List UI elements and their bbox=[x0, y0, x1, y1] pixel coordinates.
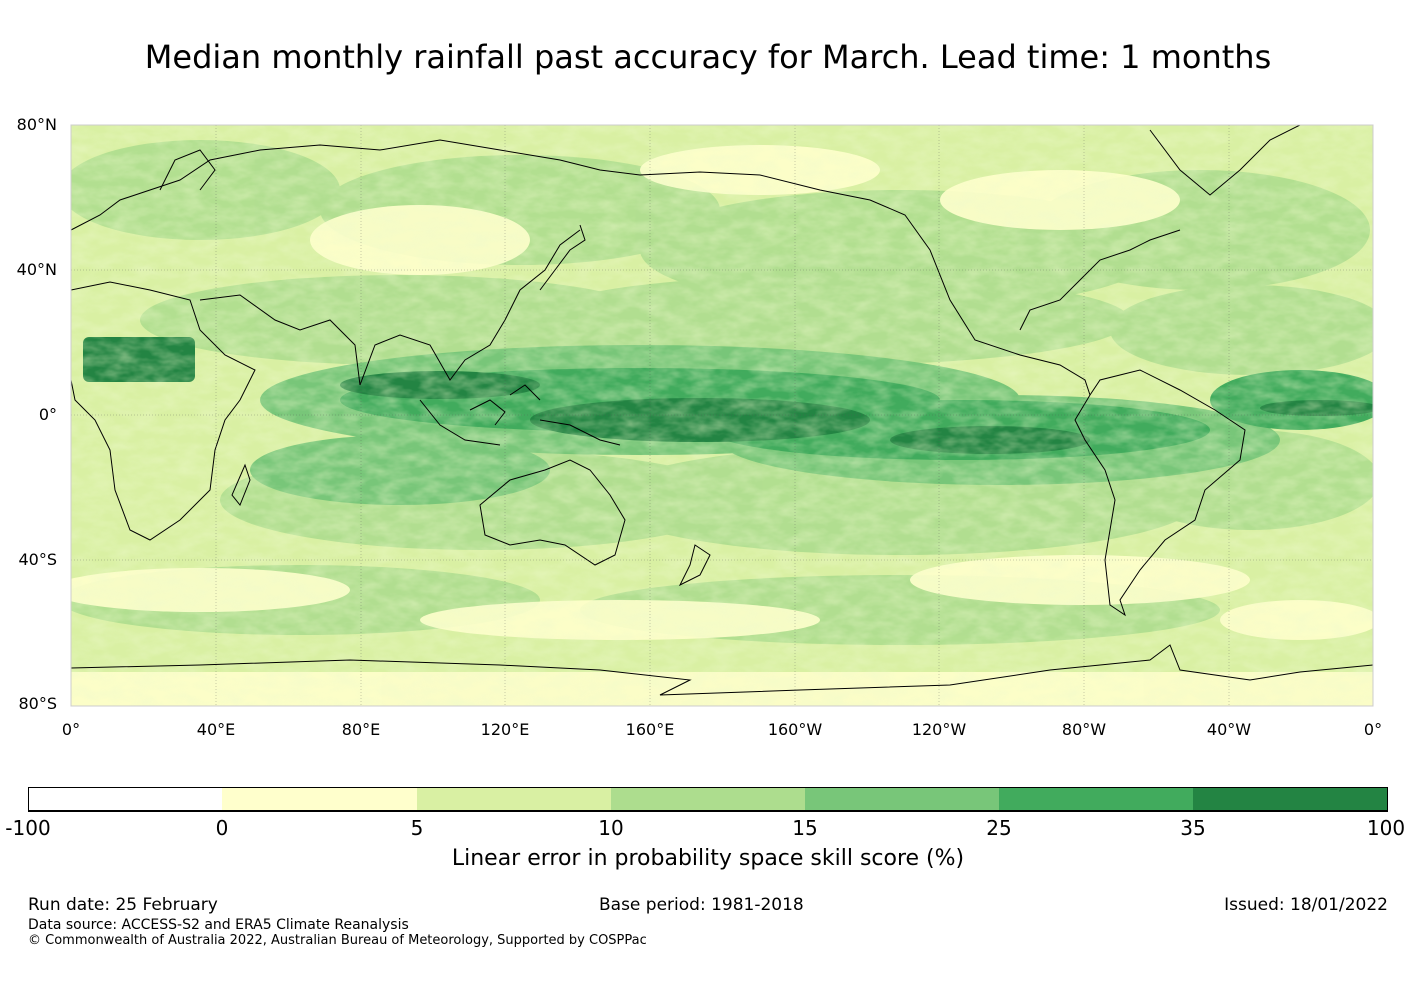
colorbar-tick: 15 bbox=[792, 816, 818, 840]
colorbar-label: Linear error in probability space skill … bbox=[451, 846, 965, 871]
colorbar-swatch bbox=[611, 787, 806, 811]
colorbar-swatch bbox=[999, 787, 1194, 811]
copyright: © Commonwealth of Australia 2022, Austra… bbox=[28, 933, 647, 948]
graticule bbox=[71, 125, 1373, 706]
lon-label-160e: 160°E bbox=[625, 720, 675, 739]
colorbar-tick: -100 bbox=[5, 816, 51, 840]
lat-label-80n: 80°N bbox=[16, 115, 57, 134]
colorbar-swatch bbox=[805, 787, 1000, 811]
colorbar-swatch bbox=[417, 787, 612, 811]
colorbar-swatch bbox=[222, 787, 417, 811]
lon-label-120w: 120°W bbox=[911, 720, 967, 739]
colorbar-tick: 35 bbox=[1180, 816, 1206, 840]
lat-label-40n: 40°N bbox=[16, 260, 57, 279]
lat-label-80s: 80°S bbox=[18, 694, 57, 713]
lon-label-120e: 120°E bbox=[480, 720, 530, 739]
lon-label-40e: 40°E bbox=[196, 720, 236, 739]
base-period: Base period: 1981-2018 bbox=[599, 895, 804, 915]
map-frame bbox=[70, 124, 1374, 707]
lat-label-eq: 0° bbox=[38, 405, 57, 424]
colorbar-tick: 100 bbox=[1366, 816, 1406, 840]
run-date: Run date: 25 February bbox=[28, 895, 218, 915]
data-source: Data source: ACCESS-S2 and ERA5 Climate … bbox=[28, 917, 409, 933]
lon-label-40w: 40°W bbox=[1206, 720, 1252, 739]
colorbar-tick: 0 bbox=[215, 816, 229, 840]
chart-title: Median monthly rainfall past accuracy fo… bbox=[144, 38, 1272, 76]
lon-label-0: 0° bbox=[61, 720, 81, 739]
coastlines bbox=[71, 125, 1373, 696]
lon-label-160w: 160°W bbox=[767, 720, 823, 739]
colorbar-tick: 5 bbox=[410, 816, 424, 840]
lon-label-80w: 80°W bbox=[1061, 720, 1107, 739]
skill-texture bbox=[71, 125, 1373, 706]
colorbar-swatch bbox=[28, 787, 223, 811]
colorbar-tick: 25 bbox=[986, 816, 1012, 840]
colorbar-tick: 10 bbox=[598, 816, 624, 840]
issued-date: Issued: 18/01/2022 bbox=[1224, 895, 1388, 915]
lon-label-0-right: 0° bbox=[1363, 720, 1383, 739]
colorbar-swatch bbox=[1193, 787, 1388, 811]
lon-label-80e: 80°E bbox=[341, 720, 381, 739]
lat-label-40s: 40°S bbox=[18, 550, 57, 569]
